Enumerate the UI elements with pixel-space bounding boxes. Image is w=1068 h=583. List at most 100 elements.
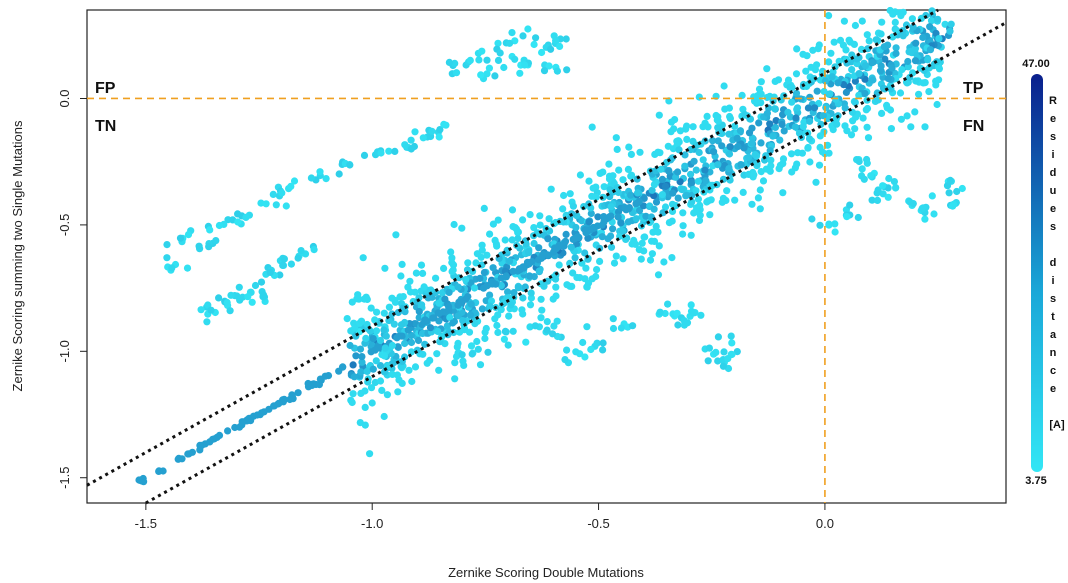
data-point bbox=[316, 168, 324, 176]
data-point bbox=[357, 368, 365, 376]
data-point bbox=[887, 125, 896, 133]
data-point bbox=[658, 191, 667, 199]
data-point bbox=[197, 306, 205, 314]
data-point bbox=[892, 184, 900, 192]
data-point bbox=[832, 95, 840, 103]
data-point bbox=[718, 129, 726, 138]
data-point bbox=[660, 258, 668, 266]
data-point bbox=[467, 342, 476, 350]
data-point bbox=[578, 217, 586, 225]
data-point bbox=[474, 345, 482, 353]
data-point bbox=[398, 260, 406, 268]
data-point bbox=[642, 212, 650, 220]
data-point bbox=[174, 455, 182, 463]
data-point bbox=[756, 205, 764, 213]
data-point bbox=[680, 317, 688, 325]
colorbar-max-label: 47.00 bbox=[1022, 58, 1050, 70]
data-point bbox=[446, 313, 454, 321]
data-point bbox=[714, 357, 722, 365]
data-point bbox=[248, 298, 256, 306]
data-point bbox=[867, 172, 875, 180]
data-point bbox=[831, 220, 839, 228]
data-point bbox=[471, 320, 479, 328]
data-point bbox=[578, 259, 586, 267]
data-point bbox=[417, 261, 426, 269]
data-point bbox=[484, 348, 492, 356]
data-point bbox=[535, 256, 543, 264]
data-point bbox=[390, 320, 398, 328]
x-tick-label: 0.0 bbox=[816, 516, 834, 531]
data-point bbox=[884, 193, 892, 201]
colorbar-title-char: e bbox=[1050, 203, 1056, 215]
data-point bbox=[555, 241, 563, 249]
data-point bbox=[475, 56, 483, 64]
data-point bbox=[448, 259, 456, 267]
data-point bbox=[361, 421, 369, 429]
data-point bbox=[543, 318, 551, 326]
data-point bbox=[831, 228, 839, 236]
data-point bbox=[958, 184, 966, 193]
data-point bbox=[525, 249, 533, 257]
data-point bbox=[695, 148, 703, 157]
data-point bbox=[540, 67, 549, 75]
data-point bbox=[612, 252, 620, 260]
data-point bbox=[212, 237, 220, 245]
data-point bbox=[352, 352, 360, 360]
data-point bbox=[548, 330, 557, 338]
data-point bbox=[695, 216, 704, 224]
data-point bbox=[223, 298, 231, 307]
data-point bbox=[767, 156, 775, 164]
data-point bbox=[627, 191, 635, 199]
data-point bbox=[835, 57, 843, 65]
y-tick-label: -1.0 bbox=[57, 340, 72, 362]
data-point bbox=[841, 104, 849, 112]
data-point bbox=[851, 77, 860, 85]
data-point bbox=[494, 328, 502, 337]
quadrant-label-fp: FP bbox=[95, 80, 116, 97]
data-point bbox=[522, 240, 530, 248]
y-tick-label: -1.5 bbox=[57, 467, 72, 489]
data-point bbox=[367, 384, 376, 392]
data-point bbox=[629, 322, 637, 330]
data-point bbox=[827, 80, 835, 88]
data-point bbox=[388, 370, 396, 378]
data-point bbox=[840, 81, 848, 89]
colorbar-title-char: s bbox=[1050, 293, 1056, 305]
data-point bbox=[482, 324, 490, 333]
data-point bbox=[674, 168, 682, 176]
data-point bbox=[745, 153, 753, 161]
data-point bbox=[650, 205, 658, 213]
data-point bbox=[690, 157, 698, 165]
data-point bbox=[878, 18, 886, 26]
data-point bbox=[526, 259, 534, 267]
data-point bbox=[388, 310, 396, 318]
data-point bbox=[239, 293, 247, 301]
data-point bbox=[476, 361, 485, 369]
data-point bbox=[664, 300, 672, 308]
data-point bbox=[454, 283, 462, 291]
data-point bbox=[692, 187, 700, 195]
data-point bbox=[415, 314, 423, 322]
data-point bbox=[658, 175, 667, 183]
data-point bbox=[896, 89, 905, 97]
data-point bbox=[260, 408, 268, 416]
data-point bbox=[799, 50, 807, 58]
data-point bbox=[456, 328, 464, 336]
data-point bbox=[215, 221, 223, 230]
data-point bbox=[436, 126, 444, 134]
data-point bbox=[505, 312, 513, 320]
data-point bbox=[280, 255, 288, 263]
data-point bbox=[394, 343, 402, 351]
quadrant-label-fn: FN bbox=[963, 118, 984, 135]
data-point bbox=[508, 236, 516, 244]
data-point bbox=[279, 261, 287, 269]
data-point bbox=[635, 246, 643, 254]
data-point bbox=[572, 223, 580, 232]
data-point bbox=[339, 363, 347, 371]
data-point bbox=[761, 156, 769, 164]
data-point bbox=[912, 77, 920, 85]
data-point bbox=[754, 194, 763, 202]
data-point bbox=[307, 174, 315, 182]
data-point bbox=[537, 314, 545, 322]
data-point bbox=[799, 122, 807, 131]
